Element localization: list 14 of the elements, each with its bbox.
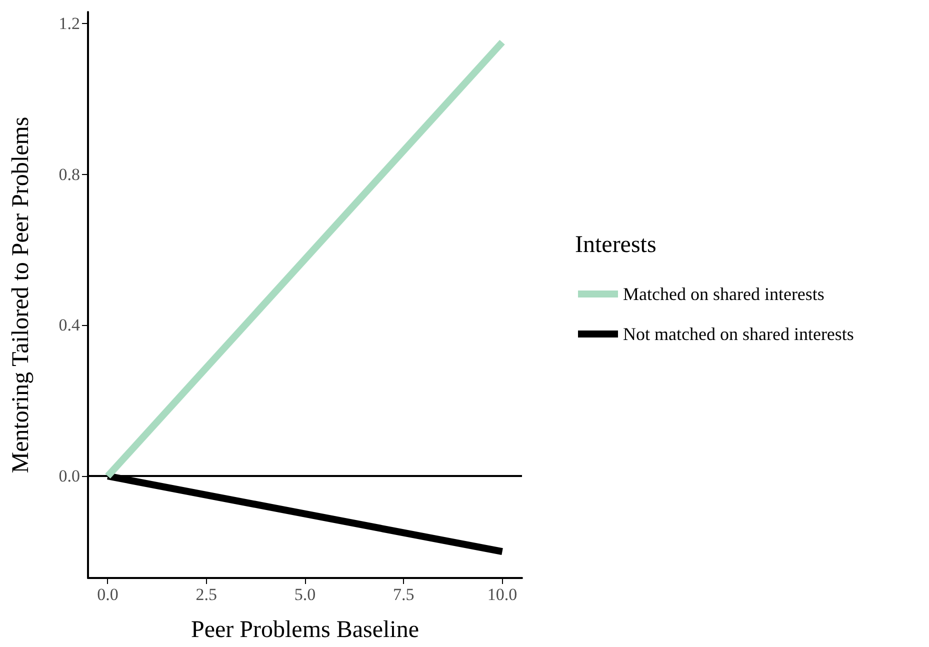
- x-tick-label: 10.0: [487, 585, 518, 604]
- x-tick-label: 2.5: [196, 585, 217, 604]
- legend-label: Matched on shared interests: [623, 284, 824, 304]
- legend-label: Not matched on shared interests: [623, 324, 854, 344]
- x-tick-label: 5.0: [294, 585, 316, 604]
- x-axis-title: Peer Problems Baseline: [191, 617, 419, 643]
- y-axis-title: Mentoring Tailored to Peer Problems: [8, 116, 34, 474]
- x-tick-label: 0.0: [97, 585, 118, 604]
- legend-title: Interests: [575, 232, 656, 258]
- y-tick-label: 0.8: [58, 164, 80, 184]
- y-tick-label: 0.0: [58, 466, 80, 486]
- x-tick-label: 7.5: [393, 585, 414, 604]
- y-tick-label: 0.4: [58, 316, 80, 335]
- y-tick-label: 1.2: [58, 14, 80, 33]
